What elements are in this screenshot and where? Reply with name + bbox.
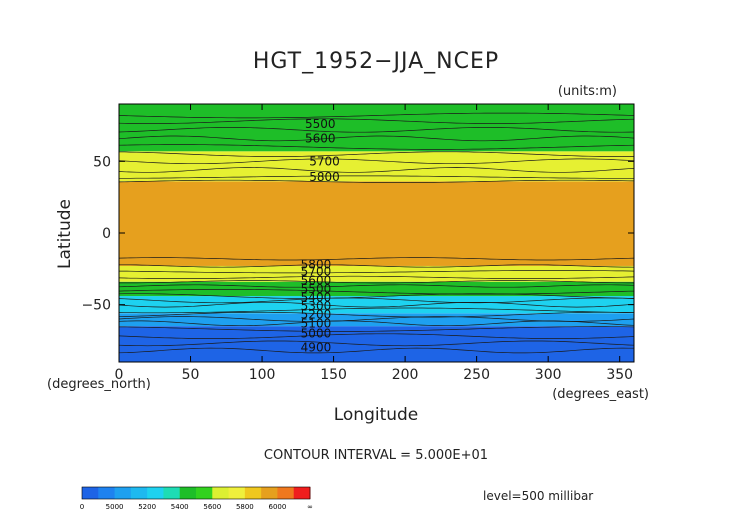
colorbar-segment (196, 487, 213, 499)
contour-label: 5500 (301, 282, 332, 296)
band-1 (119, 313, 634, 327)
y-axis-ticks: 50 0 −50 (81, 154, 634, 314)
x-tick-label: 200 (392, 367, 419, 383)
x-axis-unit: (degrees_east) (552, 387, 649, 402)
contour-line (118, 112, 635, 119)
x-axis-ticks: 0 50 100 150 200 250 300 350 (115, 104, 633, 383)
colorbar-label: 0 (80, 503, 84, 511)
y-axis-unit: (degrees_north) (47, 377, 151, 392)
contour-label: 5400 (301, 291, 332, 305)
x-tick-label: 50 (182, 367, 200, 383)
contour-label: 5600 (305, 131, 336, 145)
contour-label: 4900 (301, 341, 332, 355)
contour-line (118, 297, 635, 304)
contour-label: 5300 (301, 299, 332, 313)
colorbar-segment (130, 487, 148, 499)
contour-line (119, 264, 635, 268)
y-tick-label: 0 (102, 226, 111, 242)
x-tick-label: 0 (115, 367, 124, 383)
colorbar-label: 5000 (106, 503, 124, 511)
contour-line (118, 158, 635, 165)
colorbar-label: 6000 (269, 503, 287, 511)
colorbar-segment (179, 487, 197, 499)
contour-line (118, 340, 635, 347)
contour-line (119, 175, 634, 179)
colorbar-label: 5200 (138, 503, 156, 511)
contour-label: 5700 (309, 154, 340, 168)
contour-line (119, 270, 635, 274)
contour-line (118, 293, 635, 299)
contour-line (119, 326, 635, 332)
contour-line (118, 179, 635, 183)
contour-line (119, 280, 634, 284)
contour-label: 5700 (301, 265, 332, 279)
contour-line (118, 307, 635, 314)
contour-line (119, 151, 634, 157)
contour-label: 5000 (301, 326, 332, 340)
x-tick-label: 350 (606, 367, 633, 383)
colorbar-label: 5400 (171, 503, 189, 511)
colorbar-label: ∞ (307, 503, 313, 511)
units-label: (units:m) (558, 84, 617, 99)
band-6 (119, 151, 634, 182)
x-tick-label: 250 (463, 367, 490, 383)
contour-label: 5500 (305, 117, 336, 131)
y-axis-label: Latitude (55, 199, 75, 269)
y-tick-label: 50 (93, 154, 111, 170)
plot-area: 5500560057005800580057005600550054005300… (118, 103, 635, 363)
contour-line (118, 167, 635, 173)
contour-line (118, 311, 635, 318)
x-tick-label: 100 (249, 367, 276, 383)
contour-line (118, 127, 635, 133)
contour-line (118, 284, 635, 288)
contour-line (118, 347, 634, 354)
contour-line (118, 333, 635, 339)
colorbar-segment (277, 487, 295, 499)
x-tick-label: 150 (320, 367, 347, 383)
colorbar-segment (114, 487, 132, 499)
colorbar-segment (147, 487, 164, 499)
colorbar-label: 5800 (236, 503, 254, 511)
colorbar-segment (244, 487, 262, 499)
contour-interval-note: CONTOUR INTERVAL = 5.000E+01 (264, 448, 488, 463)
contour-line (118, 289, 635, 295)
contour-line (118, 257, 635, 261)
contour-label: 5100 (301, 316, 332, 330)
contour-label: 5800 (309, 170, 340, 184)
contour-label: 5200 (301, 308, 332, 322)
band-5 (119, 181, 634, 266)
x-axis-label: Longitude (334, 405, 419, 425)
colorbar-segment (293, 487, 311, 499)
band-2 (119, 296, 634, 314)
contour-line (118, 301, 635, 308)
colorbar-frame (81, 486, 311, 500)
level-note: level=500 millibar (483, 489, 593, 503)
contour-line (118, 135, 635, 142)
contour-line (118, 118, 635, 124)
colorbar: 0 5000 5200 5400 5600 5800 6000 ∞ (80, 486, 313, 511)
colorbar-segment (163, 487, 181, 499)
contour-line (118, 320, 635, 327)
colorbar-segment (261, 487, 278, 499)
contour-line (118, 275, 635, 279)
x-tick-label: 300 (535, 367, 562, 383)
band-3 (119, 281, 634, 297)
colorbar-label: 5600 (203, 503, 221, 511)
contour-line (118, 144, 635, 150)
contour-label: 5600 (301, 273, 332, 287)
contour-label: 5800 (301, 258, 332, 272)
colorbar-segment (212, 487, 230, 499)
band-4 (119, 265, 634, 282)
band-7 (119, 104, 634, 152)
colorbar-segment (98, 487, 116, 499)
chart-title: HGT_1952−JJA_NCEP (253, 49, 499, 74)
y-tick-label: −50 (81, 298, 111, 314)
colorbar-segment (228, 487, 246, 499)
colorbar-segment (82, 487, 99, 499)
